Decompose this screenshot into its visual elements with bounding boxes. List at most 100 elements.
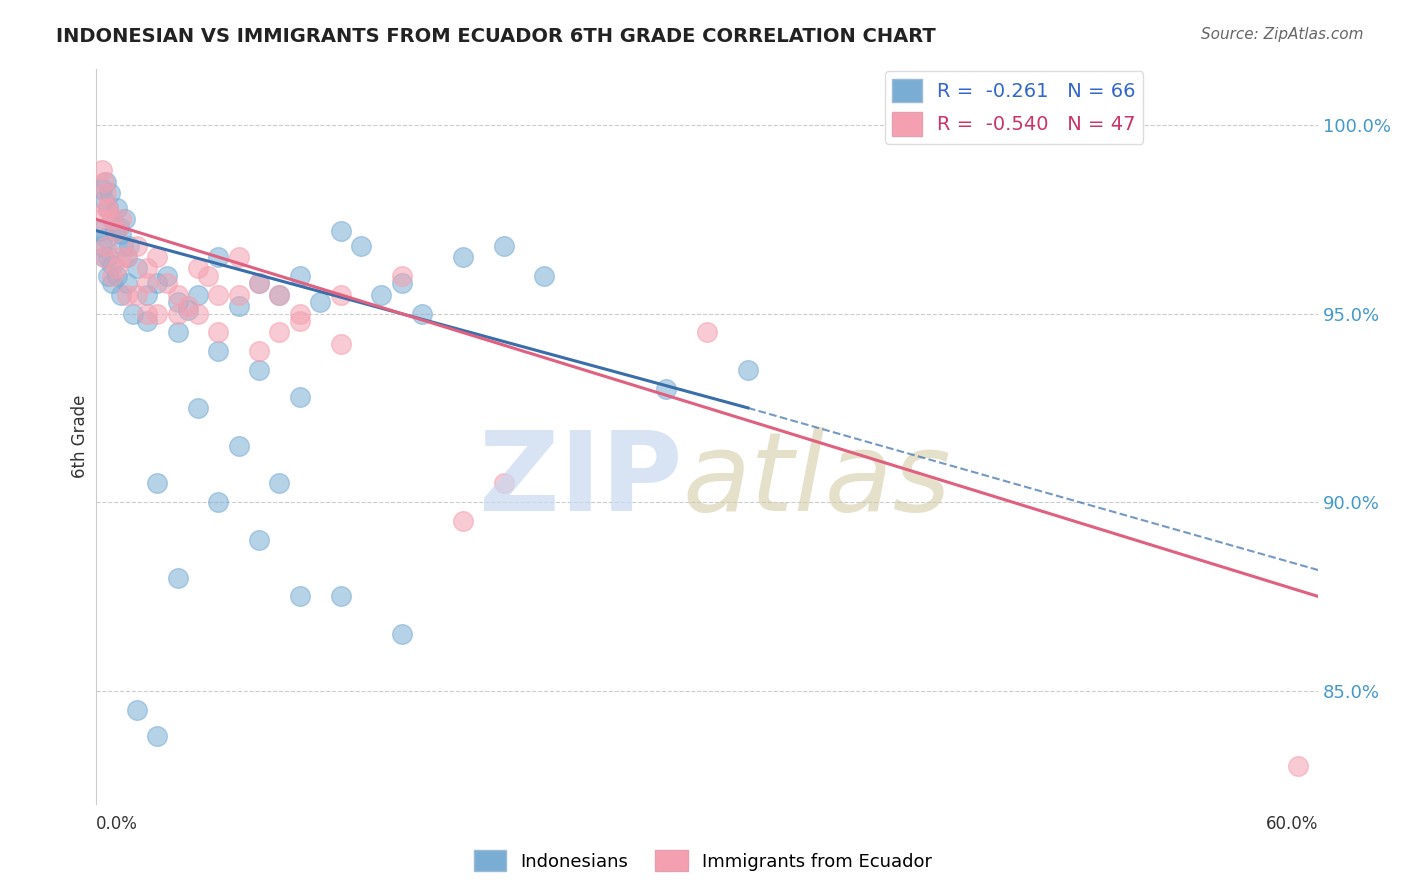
- Point: [114, 212, 136, 227]
- Point: [101, 212, 124, 227]
- Text: Source: ZipAtlas.com: Source: ZipAtlas.com: [1201, 27, 1364, 42]
- Point: [97, 201, 120, 215]
- Point: [177, 299, 200, 313]
- Point: [269, 287, 291, 301]
- Point: [146, 476, 169, 491]
- Point: [696, 326, 718, 340]
- Y-axis label: 6th Grade: 6th Grade: [72, 394, 89, 478]
- Point: [93, 175, 115, 189]
- Point: [136, 314, 159, 328]
- Point: [329, 336, 352, 351]
- Point: [111, 239, 134, 253]
- Point: [121, 307, 143, 321]
- Point: [115, 277, 138, 291]
- Point: [207, 250, 229, 264]
- Point: [110, 250, 132, 264]
- Point: [655, 382, 678, 396]
- Point: [329, 590, 352, 604]
- Point: [110, 287, 132, 301]
- Point: [146, 729, 169, 743]
- Point: [187, 401, 209, 415]
- Point: [96, 201, 118, 215]
- Point: [136, 261, 159, 276]
- Point: [391, 268, 413, 283]
- Legend: R =  -0.261   N = 66, R =  -0.540   N = 47: R = -0.261 N = 66, R = -0.540 N = 47: [884, 70, 1143, 144]
- Point: [156, 277, 179, 291]
- Point: [207, 287, 229, 301]
- Point: [247, 533, 270, 547]
- Point: [288, 314, 311, 328]
- Point: [247, 277, 270, 291]
- Point: [97, 268, 120, 283]
- Point: [136, 277, 159, 291]
- Point: [91, 182, 114, 196]
- Point: [329, 224, 352, 238]
- Text: 0.0%: 0.0%: [96, 815, 138, 833]
- Point: [451, 514, 474, 528]
- Point: [93, 194, 115, 208]
- Point: [166, 326, 188, 340]
- Legend: Indonesians, Immigrants from Ecuador: Indonesians, Immigrants from Ecuador: [467, 843, 939, 879]
- Point: [115, 250, 138, 264]
- Point: [105, 201, 128, 215]
- Point: [247, 277, 270, 291]
- Point: [101, 268, 124, 283]
- Point: [125, 287, 148, 301]
- Point: [146, 307, 169, 321]
- Point: [93, 250, 115, 264]
- Point: [118, 239, 141, 253]
- Point: [288, 390, 311, 404]
- Point: [125, 261, 148, 276]
- Point: [101, 212, 124, 227]
- Point: [269, 476, 291, 491]
- Point: [156, 268, 179, 283]
- Point: [105, 261, 128, 276]
- Text: ZIP: ZIP: [479, 426, 683, 533]
- Point: [96, 175, 118, 189]
- Point: [411, 307, 433, 321]
- Point: [309, 295, 332, 310]
- Point: [166, 287, 188, 301]
- Point: [125, 239, 148, 253]
- Point: [105, 268, 128, 283]
- Point: [247, 344, 270, 359]
- Point: [492, 239, 515, 253]
- Point: [146, 250, 169, 264]
- Point: [91, 212, 114, 227]
- Point: [269, 326, 291, 340]
- Point: [96, 239, 118, 253]
- Point: [105, 224, 128, 238]
- Point: [96, 186, 118, 200]
- Point: [228, 439, 250, 453]
- Point: [107, 219, 129, 234]
- Point: [125, 702, 148, 716]
- Point: [101, 258, 124, 272]
- Point: [91, 239, 114, 253]
- Point: [136, 287, 159, 301]
- Point: [207, 495, 229, 509]
- Point: [166, 295, 188, 310]
- Point: [89, 224, 111, 238]
- Point: [737, 363, 759, 377]
- Point: [115, 287, 138, 301]
- Point: [136, 307, 159, 321]
- Point: [329, 287, 352, 301]
- Text: INDONESIAN VS IMMIGRANTS FROM ECUADOR 6TH GRADE CORRELATION CHART: INDONESIAN VS IMMIGRANTS FROM ECUADOR 6T…: [56, 27, 936, 45]
- Point: [91, 163, 114, 178]
- Point: [166, 307, 188, 321]
- Point: [207, 326, 229, 340]
- Point: [492, 476, 515, 491]
- Point: [269, 287, 291, 301]
- Point: [228, 250, 250, 264]
- Point: [115, 250, 138, 264]
- Point: [177, 302, 200, 317]
- Point: [350, 239, 373, 253]
- Point: [96, 231, 118, 245]
- Point: [187, 307, 209, 321]
- Point: [97, 201, 120, 215]
- Point: [187, 261, 209, 276]
- Point: [187, 287, 209, 301]
- Point: [197, 268, 219, 283]
- Point: [110, 212, 132, 227]
- Point: [288, 590, 311, 604]
